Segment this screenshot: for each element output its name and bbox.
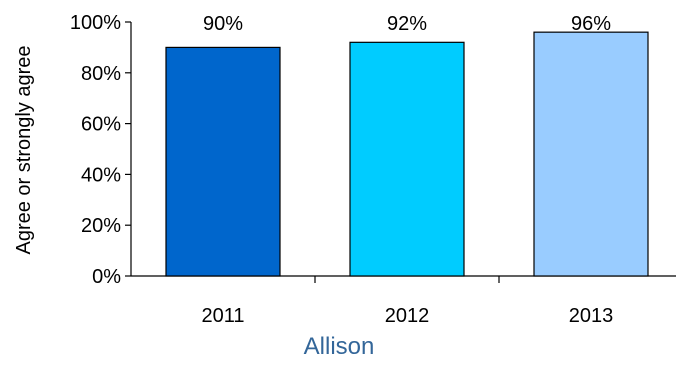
y-tick-label: 60%	[81, 114, 121, 136]
data-label-2012: 92%	[387, 13, 427, 35]
y-tick-label: 40%	[81, 164, 121, 186]
x-tick-label-2013: 2013	[569, 305, 614, 327]
bar-2011	[165, 46, 281, 277]
bar-2012	[349, 41, 465, 277]
x-tick-label-2011: 2011	[201, 305, 244, 327]
y-tick-label: 80%	[81, 63, 121, 85]
y-axis-label: Agree or strongly agree	[13, 45, 35, 254]
data-label-2011: 90%	[203, 13, 243, 35]
data-label-2013: 96%	[571, 13, 611, 35]
bar-2013	[533, 31, 649, 277]
x-axis-label: Allison	[304, 333, 375, 360]
x-tick-label-2012: 2012	[385, 305, 430, 327]
y-tick-label: 0%	[92, 266, 121, 288]
y-tick-label: 20%	[81, 215, 121, 237]
y-tick-label: 100%	[70, 12, 121, 34]
